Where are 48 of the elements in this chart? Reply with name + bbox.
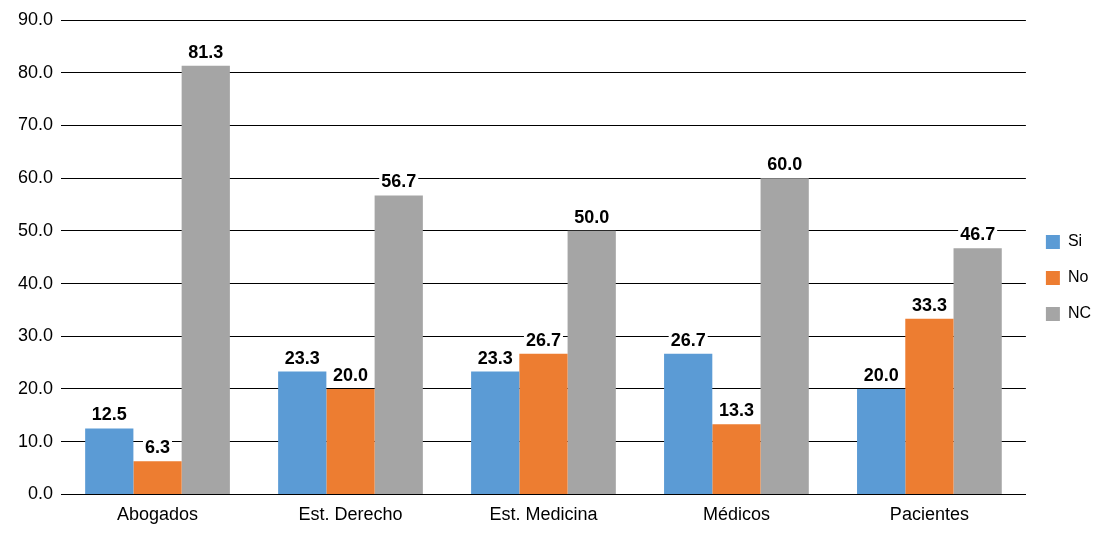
data-label: 23.3 [284,347,320,368]
y-tick-label: 10.0 [17,430,54,451]
x-tick-label: Pacientes [889,504,969,525]
bar [760,178,809,494]
data-label: 20.0 [332,364,369,385]
data-label: 56.7 [381,171,417,192]
bar [85,428,134,494]
y-tick-label: 0.0 [28,483,54,504]
data-label: 50.0 [574,206,610,227]
bar [133,461,182,494]
y-tick-label: 70.0 [17,114,54,135]
x-tick-label: Est. Medicina [489,504,599,525]
y-tick-label: 20.0 [17,377,54,398]
data-label: 20.0 [863,364,899,385]
y-tick-label: 90.0 [17,8,54,29]
x-tick-label: Abogados [116,504,199,525]
data-label: 6.3 [145,437,171,458]
y-tick-label: 40.0 [17,272,54,293]
legend-label: NC [1067,304,1091,322]
legend-label: No [1067,268,1089,286]
y-tick-label: 30.0 [17,325,54,346]
bar [664,353,713,494]
bar [326,388,375,494]
bar [857,388,906,494]
x-tick-label: Médicos [702,504,770,525]
bar [712,424,761,494]
data-label: 46.7 [960,224,996,245]
data-label: 33.3 [911,294,947,315]
bar [374,195,423,494]
data-label: 60.0 [767,154,803,175]
legend-label: Si [1067,232,1083,250]
bar [471,371,520,494]
bar [181,65,230,494]
data-label: 26.7 [525,329,561,350]
y-tick-label: 60.0 [17,167,54,188]
data-label: 81.3 [188,41,224,62]
data-label: 12.5 [91,404,127,425]
bar [519,353,568,494]
bar [567,230,616,494]
data-label: 26.7 [670,329,706,350]
bar [278,371,327,494]
y-tick-label: 80.0 [17,61,54,82]
data-label: 13.3 [718,400,754,421]
data-label: 23.3 [477,347,513,368]
bar [953,248,1002,494]
y-tick-label: 50.0 [17,219,54,240]
bar [905,318,954,494]
x-tick-label: Est. Derecho [298,504,403,525]
